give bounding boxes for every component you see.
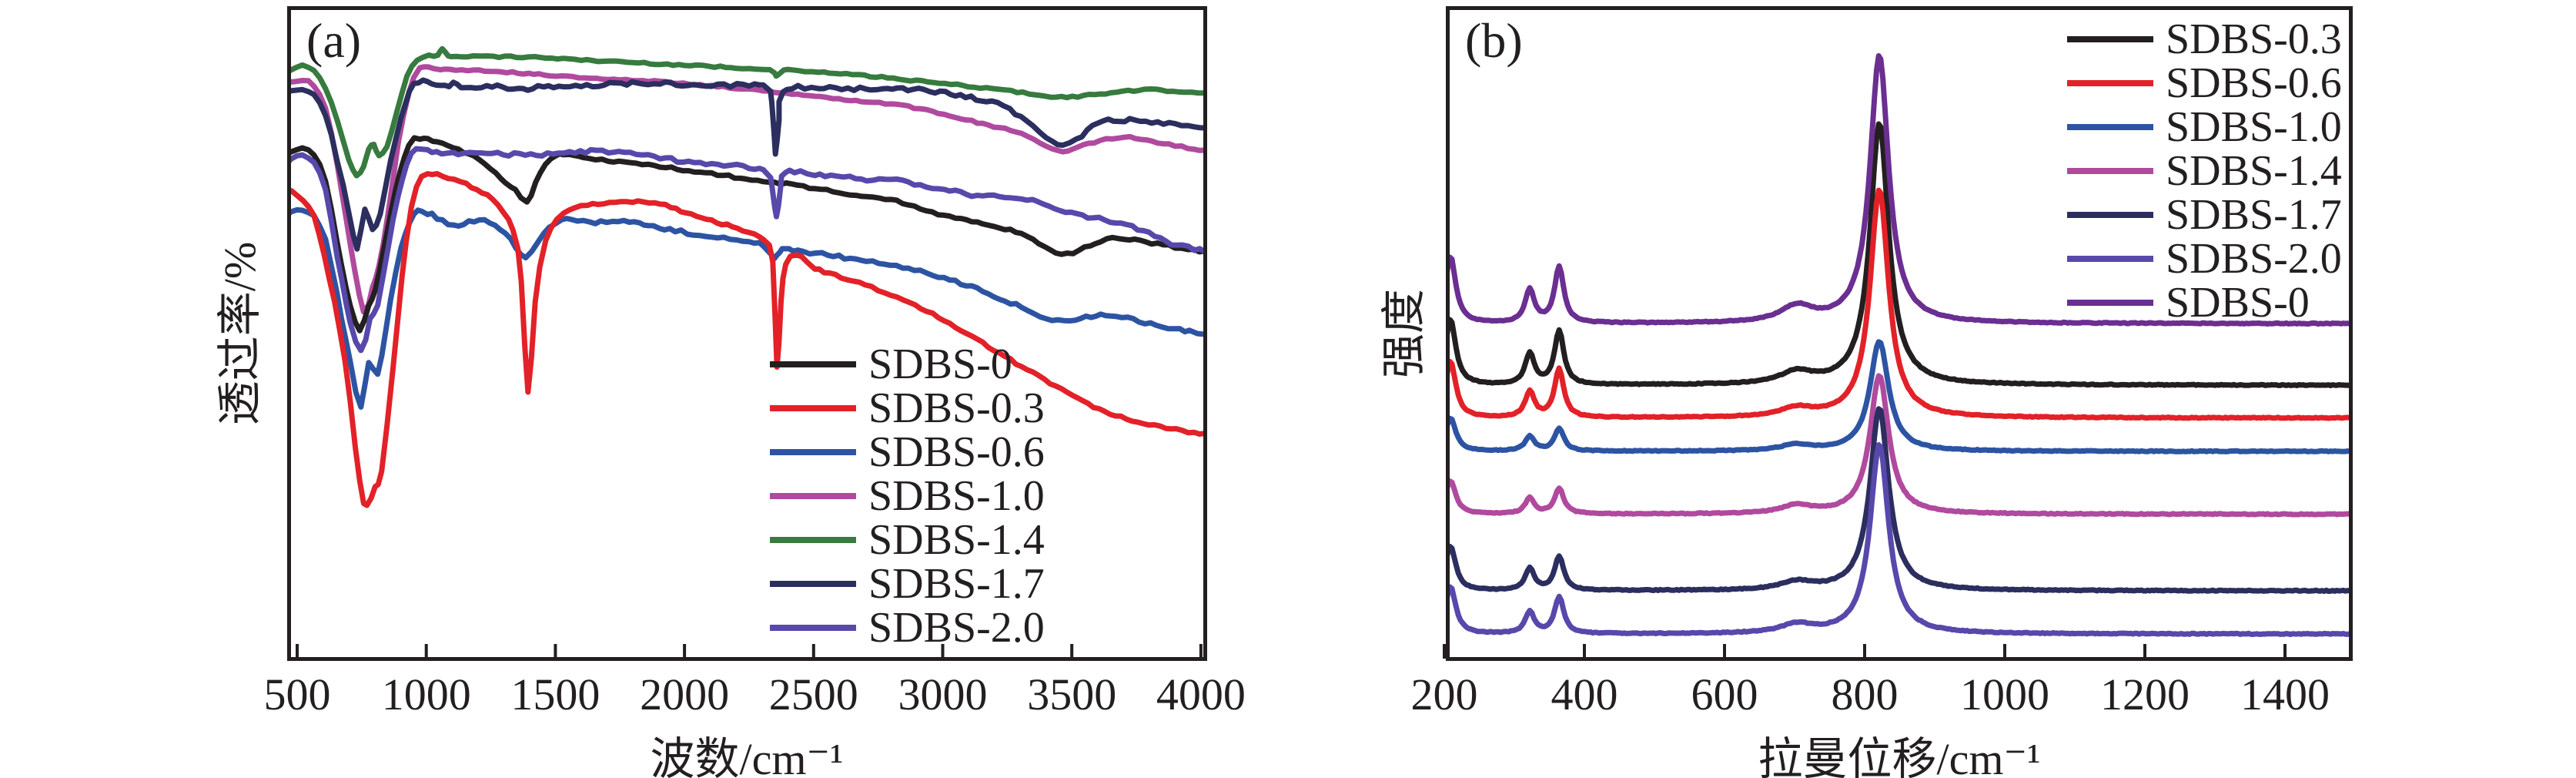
- panel-b-x-tick-label-400: 400: [1551, 669, 1618, 719]
- legend-item-SDBS-0.3: SDBS-0.3: [2067, 17, 2342, 61]
- series-SDBS-1.0-curve: [1448, 339, 2350, 454]
- series-SDBS-0.3-curve: [1448, 121, 2350, 388]
- series-SDBS-1.7-curve: [289, 77, 1205, 252]
- panel-a-x-tick-label-1500: 1500: [510, 669, 601, 719]
- legend-item-SDBS-2.0: SDBS-2.0: [2067, 236, 2342, 280]
- legend-item-SDBS-1.0: SDBS-1.0: [770, 474, 1045, 518]
- panel-b-legend: SDBS-0.3 SDBS-0.6 SDBS-1.0 SDBS-1.4 SDBS-1.7…: [2067, 17, 2342, 324]
- legend-item-SDBS-1.4: SDBS-1.4: [770, 518, 1045, 562]
- series-SDBS-0-curve: [289, 135, 1205, 334]
- legend-line-swatch: [770, 624, 856, 631]
- legend-item-SDBS-1.7: SDBS-1.7: [770, 562, 1045, 605]
- panel-b-x-tick-label-1000: 1000: [1960, 669, 2049, 719]
- panel-b-y-axis-title: 强度: [1379, 288, 1429, 379]
- legend-line-swatch: [2067, 211, 2153, 218]
- legend-label: SDBS-0.6: [868, 428, 1045, 476]
- legend-label: SDBS-0.3: [2166, 15, 2342, 63]
- panel-a-plot: [287, 6, 1207, 661]
- legend-label: SDBS-1.0: [2166, 102, 2342, 151]
- panel-a-x-tick-label-2500: 2500: [768, 669, 858, 719]
- legend-label: SDBS-1.4: [868, 515, 1045, 564]
- panel-a-x-tick-label-4000: 4000: [1156, 669, 1246, 719]
- legend-label: SDBS-0.6: [2166, 59, 2342, 107]
- legend-line-swatch: [2067, 79, 2153, 86]
- legend-label: SDBS-1.7: [2166, 190, 2342, 239]
- legend-line-swatch: [770, 360, 856, 367]
- legend-item-SDBS-0.3: SDBS-0.3: [770, 386, 1045, 430]
- legend-item-SDBS-0.6: SDBS-0.6: [2067, 61, 2342, 105]
- panel-b-x-tick-label-1400: 1400: [2240, 669, 2330, 719]
- legend-item-SDBS-2.0: SDBS-2.0: [770, 605, 1045, 649]
- legend-item-SDBS-0.6: SDBS-0.6: [770, 430, 1045, 474]
- series-SDBS-2.0-curve: [289, 146, 1205, 354]
- panel-a-tag: (a): [306, 13, 362, 68]
- panel-b-axes-box: [1446, 6, 2353, 661]
- series-SDBS-0.6-curve: [289, 206, 1205, 410]
- legend-label: SDBS-1.0: [868, 471, 1045, 520]
- legend-item-SDBS-0: SDBS-0: [770, 342, 1045, 386]
- legend-line-swatch: [2067, 167, 2153, 174]
- series-SDBS-2.0-curve: [1448, 442, 2350, 637]
- series-SDBS-1.4-curve: [289, 45, 1205, 179]
- series-SDBS-0.6-curve: [1448, 187, 2350, 421]
- panel-b-curves: [1448, 53, 2350, 637]
- legend-line-swatch: [2067, 35, 2153, 42]
- panel-a-x-tick-label-3500: 3500: [1027, 669, 1117, 719]
- series-SDBS-0.3-curve: [289, 171, 1205, 508]
- series-SDBS-1.4-curve: [1448, 373, 2350, 518]
- legend-label: SDBS-2.0: [868, 603, 1045, 652]
- legend-line-swatch: [2067, 255, 2153, 262]
- legend-line-swatch: [770, 492, 856, 499]
- legend-label: SDBS-1.7: [868, 559, 1045, 608]
- panel-a-y-axis-title: 透过率/%: [215, 241, 265, 426]
- legend-item-SDBS-0: SDBS-0: [2067, 280, 2342, 324]
- legend-line-swatch: [2067, 123, 2153, 130]
- legend-line-swatch: [2067, 299, 2153, 306]
- panel-b-x-tick-label-200: 200: [1410, 669, 1478, 719]
- legend-line-swatch: [770, 404, 856, 411]
- legend-label: SDBS-1.4: [2166, 146, 2342, 195]
- legend-item-SDBS-1.0: SDBS-1.0: [2067, 105, 2342, 149]
- panel-a-axes-box: [287, 6, 1207, 661]
- legend-label: SDBS-0: [868, 340, 1012, 388]
- panel-a-x-axis-title: 波数/cm⁻¹: [650, 734, 844, 778]
- legend-line-swatch: [770, 536, 856, 543]
- panel-b-plot: [1443, 6, 2353, 661]
- series-SDBS-1.0-curve: [289, 64, 1205, 315]
- panel-b-x-tick-label-1200: 1200: [2100, 669, 2190, 719]
- panel-b-x-tick-label-600: 600: [1691, 669, 1758, 719]
- legend-label: SDBS-0.3: [868, 384, 1045, 432]
- legend-item-SDBS-1.7: SDBS-1.7: [2067, 193, 2342, 236]
- panel-a-legend: SDBS-0 SDBS-0.3 SDBS-0.6 SDBS-1.0 SDBS-1.4 SD…: [770, 342, 1045, 649]
- panel-a-x-tick-label-3000: 3000: [898, 669, 988, 719]
- panel-a-x-tick-label-500: 500: [263, 669, 331, 719]
- panel-a-x-tick-label-2000: 2000: [640, 669, 730, 719]
- legend-line-swatch: [770, 448, 856, 455]
- panel-b-x-tick-label-800: 800: [1831, 669, 1899, 719]
- panel-b-tag: (b): [1465, 13, 1523, 68]
- panel-a-curves: [289, 45, 1205, 508]
- series-SDBS-0-curve: [1448, 53, 2350, 327]
- panel-b-x-axis-title: 拉曼位移/cm⁻¹: [1758, 734, 2041, 778]
- legend-line-swatch: [770, 580, 856, 587]
- legend-label: SDBS-2.0: [2166, 234, 2342, 283]
- legend-label: SDBS-0: [2166, 278, 2310, 327]
- panel-a-x-tick-label-1000: 1000: [381, 669, 471, 719]
- legend-item-SDBS-1.4: SDBS-1.4: [2067, 149, 2342, 193]
- series-SDBS-1.7-curve: [1448, 406, 2350, 594]
